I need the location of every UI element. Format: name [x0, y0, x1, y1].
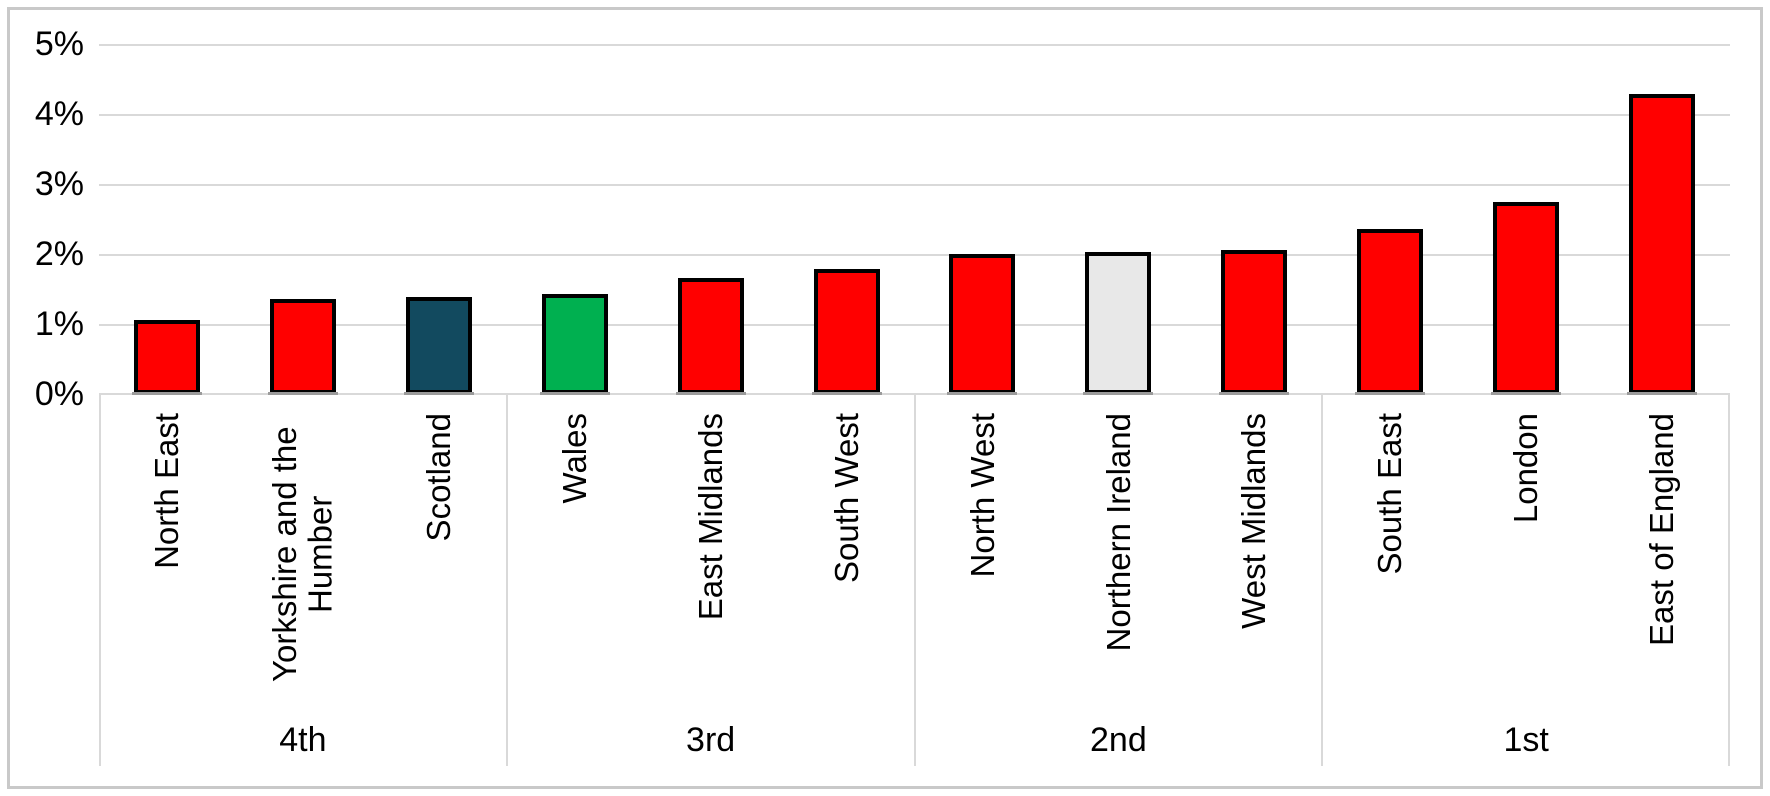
bar-slot	[1186, 44, 1322, 395]
bar-slot	[371, 44, 507, 395]
y-axis-tick-4: 4%	[34, 95, 84, 133]
quartile-label-1st: 1st	[1503, 721, 1549, 759]
x-axis-label-east-midlands: East Midlands	[691, 413, 729, 621]
bar-slot	[99, 44, 235, 395]
y-axis-tick-2: 2%	[34, 235, 84, 273]
gridline	[99, 324, 1730, 326]
label-slot: North East	[99, 394, 235, 766]
bar-slot	[1322, 44, 1458, 395]
bar-slot	[1594, 44, 1730, 395]
y-axis-tick-5: 5%	[34, 25, 84, 63]
bar-scotland[interactable]	[403, 297, 474, 395]
bar-slot	[235, 44, 371, 395]
y-axis-tick-0: 0%	[34, 375, 84, 413]
quartile-label-3rd: 3rd	[686, 721, 736, 759]
x-axis-label-south-east: South East	[1371, 413, 1409, 575]
label-slot: South West	[779, 394, 915, 766]
bar-slot	[779, 44, 915, 395]
label-slot: London	[1458, 394, 1594, 766]
bar-north-east[interactable]	[131, 320, 202, 395]
bar-northern-ireland[interactable]	[1083, 252, 1154, 395]
x-axis-label-wales: Wales	[555, 413, 593, 504]
bar-east-of-england[interactable]	[1627, 94, 1698, 395]
bar-east-midlands[interactable]	[675, 278, 746, 395]
bar-north-west[interactable]	[947, 254, 1018, 395]
category-divider	[99, 394, 101, 766]
bar-group-1st	[1322, 44, 1730, 395]
bar-south-east[interactable]	[1355, 229, 1426, 395]
category-divider	[913, 394, 916, 766]
category-group-1st: South East London East of England 1st	[1322, 394, 1730, 766]
bar-group-4th	[99, 44, 507, 395]
label-slot: Yorkshire and the Humber	[235, 394, 371, 766]
x-axis-label-north-west: North West	[963, 413, 1001, 578]
category-divider	[1728, 394, 1730, 766]
gridline	[99, 114, 1730, 116]
bar-slot	[643, 44, 779, 395]
label-slot: East Midlands	[643, 394, 779, 766]
bar-slot	[507, 44, 643, 395]
gridline	[99, 184, 1730, 186]
bar-slot	[915, 44, 1051, 395]
x-axis-label-south-west: South West	[827, 413, 865, 583]
y-axis-tick-3: 3%	[34, 165, 84, 203]
category-divider	[505, 394, 508, 766]
category-group-4th: North East Yorkshire and the Humber Scotla…	[99, 394, 507, 766]
bar-group-2nd	[915, 44, 1323, 395]
bar-group-3rd	[507, 44, 915, 395]
bar-west-midlands[interactable]	[1219, 250, 1290, 395]
label-slot: North West	[915, 394, 1051, 766]
label-slot: Wales	[507, 394, 643, 766]
y-axis: 5% 4% 3% 2% 1% 0%	[0, 0, 84, 440]
bar-london[interactable]	[1491, 202, 1562, 395]
quartile-label-4th: 4th	[279, 721, 327, 759]
label-slot: East of England	[1594, 394, 1730, 766]
label-slot: Scotland	[371, 394, 507, 766]
category-divider	[1321, 394, 1324, 766]
category-group-3rd: Wales East Midlands South West 3rd	[507, 394, 915, 766]
label-slot: West Midlands	[1186, 394, 1322, 766]
gridline	[99, 254, 1730, 256]
bar-slot	[1458, 44, 1594, 395]
label-slot: Northern Ireland	[1050, 394, 1186, 766]
bar-slot	[1050, 44, 1186, 395]
y-axis-tick-1: 1%	[34, 305, 84, 343]
category-groups: North East Yorkshire and the Humber Scotla…	[99, 394, 1730, 766]
bars-layer	[99, 44, 1730, 395]
bar-south-west[interactable]	[811, 269, 882, 395]
x-axis-label-scotland: Scotland	[419, 413, 457, 542]
bar-yorkshire-and-the-humber[interactable]	[267, 299, 338, 395]
x-axis-label-london: London	[1507, 413, 1545, 524]
category-axis-area: North East Yorkshire and the Humber Scotla…	[99, 394, 1730, 766]
category-group-2nd: North West Northern Ireland West Midlands 2…	[915, 394, 1323, 766]
label-slot: South East	[1322, 394, 1458, 766]
x-axis-label-yorkshire-and-the-humber: Yorkshire and the Humber	[266, 426, 339, 682]
x-axis-label-west-midlands: West Midlands	[1235, 413, 1273, 629]
chart-border-frame	[7, 7, 1763, 789]
x-axis-label-northern-ireland: Northern Ireland	[1099, 413, 1137, 652]
x-axis-label-east-of-england: East of England	[1643, 413, 1681, 646]
quartile-label-2nd: 2nd	[1090, 721, 1147, 759]
bar-wales[interactable]	[539, 294, 610, 395]
x-axis-label-north-east: North East	[148, 413, 186, 569]
gridline	[99, 44, 1730, 46]
